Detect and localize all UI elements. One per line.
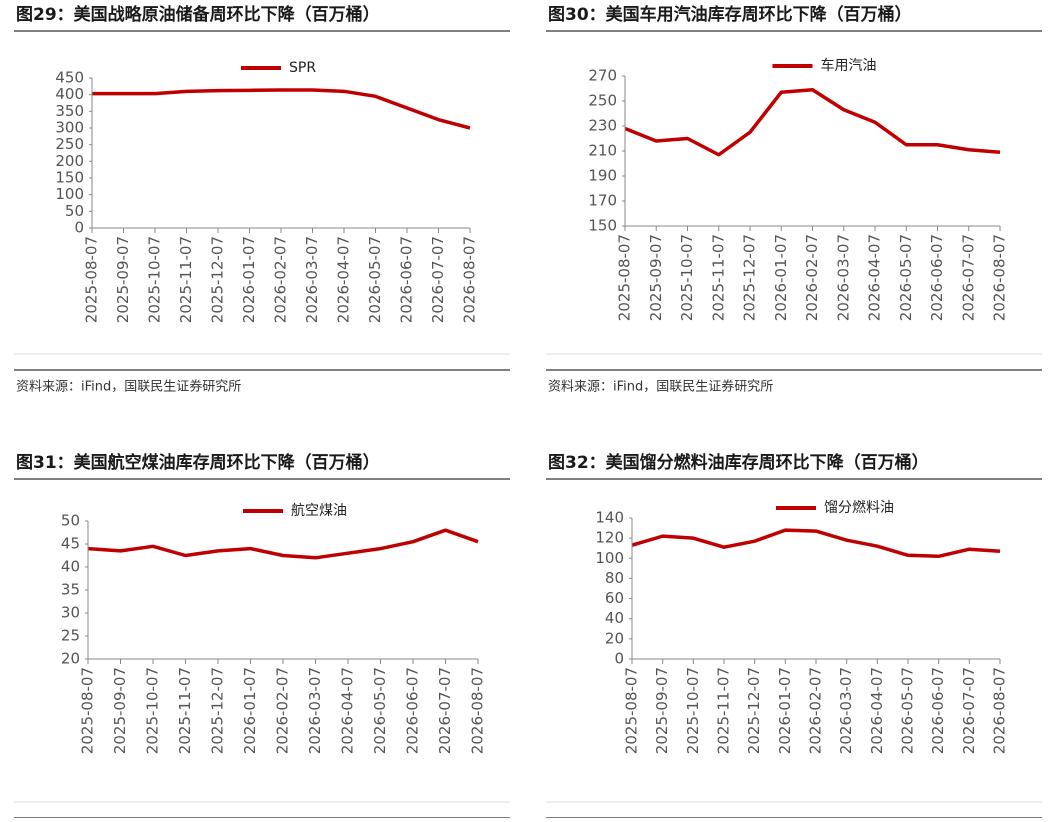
x-tick-label: 2025-09-07 [647,234,665,321]
x-tick-label: 2025-12-07 [209,667,227,754]
y-tick-label: 170 [588,192,617,210]
x-tick-label: 2025-10-07 [144,667,162,754]
x-tick-label: 2026-01-07 [776,667,794,754]
y-tick-label: 0 [74,219,84,237]
x-tick-label: 2025-12-07 [741,234,759,321]
x-tick-label: 2026-04-07 [339,667,357,754]
y-tick-label: 45 [61,535,80,553]
y-tick-label: 80 [605,569,624,587]
source-note: 资料来源：iFind，国联民生证券研究所 [16,379,241,395]
y-tick-label: 250 [55,135,84,153]
y-tick-label: 0 [614,650,624,668]
x-tick-label: 2026-08-07 [461,236,479,323]
x-tick-label: 2026-01-07 [241,667,259,754]
y-tick-label: 30 [61,604,80,622]
legend-label: 车用汽油 [821,57,877,74]
x-tick-label: 2026-02-07 [272,236,290,323]
x-tick-label: 2026-03-07 [837,667,855,754]
y-tick-label: 210 [588,142,617,160]
y-tick-label: 40 [61,558,80,576]
x-tick-label: 2025-12-07 [745,667,763,754]
y-tick-label: 190 [588,167,617,185]
x-tick-label: 2025-09-07 [653,667,671,754]
x-tick-label: 2026-06-07 [928,234,946,321]
x-tick-label: 2026-04-07 [866,234,884,321]
x-tick-label: 2025-08-07 [616,234,634,321]
y-tick-label: 300 [55,119,84,137]
x-tick-label: 2026-04-07 [335,236,353,323]
data-line [631,528,1001,559]
x-tick-label: 2026-07-07 [960,667,978,754]
x-tick-label: 2026-02-07 [807,667,825,754]
x-tick-label: 2025-09-07 [111,667,129,754]
x-tick-label: 2025-08-07 [79,667,97,754]
x-tick-label: 2026-06-07 [398,236,416,323]
x-tick-label: 2026-05-07 [366,236,384,323]
y-tick-label: 200 [55,152,84,170]
x-tick-label: 2026-07-07 [959,234,977,321]
y-tick-label: 270 [588,67,617,85]
y-tick-label: 25 [61,627,80,645]
y-tick-label: 150 [588,217,617,235]
x-tick-label: 2025-08-07 [623,667,641,754]
x-tick-label: 2026-08-07 [991,234,1009,321]
y-tick-label: 20 [61,650,80,668]
chart-title: 图29：美国战略原油储备周环比下降（百万桶） [16,4,380,25]
x-tick-label: 2026-02-07 [803,234,821,321]
y-tick-label: 450 [55,69,84,87]
y-tick-label: 400 [55,85,84,103]
y-tick-label: 40 [605,609,624,627]
x-tick-label: 2026-05-07 [897,234,915,321]
legend-label: SPR [289,60,316,76]
x-tick-label: 2026-07-07 [429,236,447,323]
chart-title: 图31：美国航空煤油库存周环比下降（百万桶） [16,452,380,473]
x-tick-label: 2026-08-07 [469,667,487,754]
y-tick-label: 20 [605,629,624,647]
x-tick-label: 2026-03-07 [303,236,321,323]
data-line [87,528,479,560]
x-tick-label: 2026-08-07 [991,667,1009,754]
y-tick-label: 100 [55,185,84,203]
x-tick-label: 2026-03-07 [834,234,852,321]
x-tick-label: 2026-05-07 [899,667,917,754]
x-tick-label: 2025-12-07 [209,236,227,323]
legend-label: 馏分燃料油 [824,499,894,516]
x-tick-label: 2025-11-07 [176,667,194,754]
x-tick-label: 2025-09-07 [114,236,132,323]
y-tick-label: 230 [588,117,617,135]
x-tick-label: 2025-10-07 [678,234,696,321]
legend-label: 航空煤油 [291,503,347,519]
x-tick-label: 2025-11-07 [715,667,733,754]
y-tick-label: 150 [55,169,84,187]
x-tick-label: 2025-08-07 [83,236,101,323]
y-tick-label: 50 [65,202,84,220]
y-tick-label: 350 [55,102,84,120]
x-tick-label: 2026-06-07 [929,667,947,754]
x-tick-label: 2026-05-07 [371,667,389,754]
y-tick-label: 35 [61,581,80,599]
x-tick-label: 2025-11-07 [177,236,195,323]
y-tick-label: 140 [595,509,624,527]
y-tick-label: 250 [588,92,617,110]
x-tick-label: 2026-07-07 [436,667,454,754]
y-tick-label: 120 [595,529,624,547]
source-note: 资料来源：iFind，国联民生证券研究所 [548,379,773,395]
chart-title: 图30：美国车用汽油库存周环比下降（百万桶） [548,4,912,25]
y-tick-label: 100 [595,549,624,567]
x-tick-label: 2026-02-07 [274,667,292,754]
y-tick-label: 50 [61,512,80,530]
chart-title: 图32：美国馏分燃料油库存周环比下降（百万桶） [548,452,929,473]
x-tick-label: 2025-11-07 [709,234,727,321]
y-tick-label: 60 [605,589,624,607]
x-tick-label: 2026-01-07 [240,236,258,323]
x-tick-label: 2026-03-07 [306,667,324,754]
data-line [624,88,1001,157]
x-tick-label: 2025-10-07 [146,236,164,323]
x-tick-label: 2026-06-07 [404,667,422,754]
x-tick-label: 2025-10-07 [684,667,702,754]
data-line [92,88,471,130]
x-tick-label: 2026-01-07 [772,234,790,321]
x-tick-label: 2026-04-07 [868,667,886,754]
